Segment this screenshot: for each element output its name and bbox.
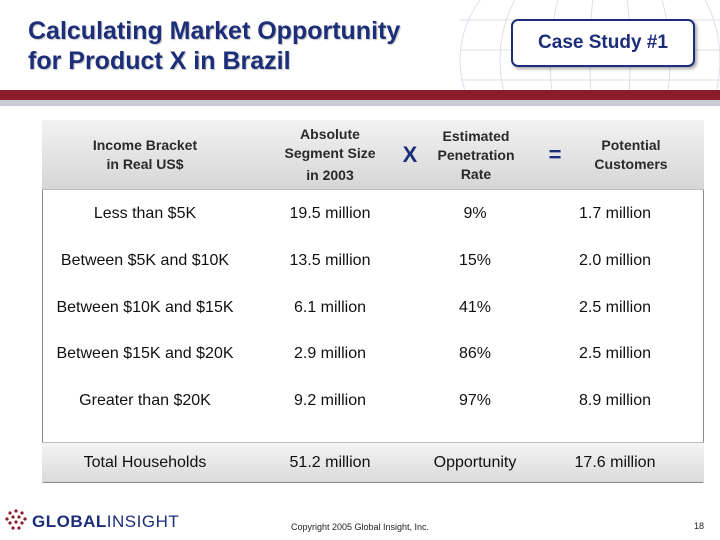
table-row: Less than $5K 19.5 million 9% 1.7 millio… — [42, 191, 704, 237]
column-header-line: Penetration — [437, 146, 515, 163]
column-header-line: Estimated — [442, 127, 510, 144]
page-title: Calculating Market Opportunity for Produ… — [28, 16, 468, 76]
page-number: 18 — [693, 521, 704, 531]
column-header-line: in Real US$ — [106, 156, 184, 172]
potential-customers-cell: 2.5 million — [578, 299, 652, 316]
title-line-2: for Product X in Brazil — [28, 47, 291, 75]
global-insight-logo: GLOBALINSIGHT — [4, 508, 179, 536]
accent-bar — [0, 90, 720, 100]
potential-customers-cell: 2.0 million — [578, 252, 652, 269]
income-bracket-cell: Less than $5K — [93, 205, 197, 222]
table-row: Between $15K and $20K 2.9 million 86% 2.… — [42, 331, 704, 377]
multiply-operator: X — [402, 142, 418, 167]
segment-size-cell: 6.1 million — [293, 299, 367, 316]
penetration-rate-cell: 41% — [458, 299, 492, 316]
column-header-potential-customers: Potential Customers — [566, 120, 696, 190]
column-header-line: Segment Size — [284, 145, 376, 161]
column-header-line: in 2003 — [306, 167, 354, 183]
income-bracket-cell: Between $10K and $15K — [56, 299, 234, 316]
column-header-penetration-rate: Estimated Penetration Rate — [420, 120, 532, 190]
equals-operator: = — [548, 142, 562, 167]
penetration-rate-cell: 15% — [458, 252, 492, 269]
globe-dots-icon — [4, 508, 28, 537]
table-header-row: Income Bracket in Real US$ Absolute Segm… — [42, 120, 704, 190]
total-label-cell: Total Households — [83, 454, 207, 471]
column-header-income-bracket: Income Bracket in Real US$ — [60, 120, 230, 190]
potential-customers-cell: 2.5 million — [578, 345, 652, 362]
table-row: Between $10K and $15K 6.1 million 41% 2.… — [42, 285, 704, 331]
segment-size-cell: 9.2 million — [293, 392, 367, 409]
income-bracket-cell: Greater than $20K — [79, 392, 211, 409]
segment-size-cell: 19.5 million — [289, 205, 371, 222]
penetration-rate-cell: 9% — [463, 205, 487, 222]
case-study-badge: Case Study #1 — [511, 19, 695, 67]
logo-wordmark: GLOBALINSIGHT — [32, 512, 179, 532]
divider-line — [0, 100, 720, 106]
column-header-line: Potential — [601, 137, 661, 153]
opportunity-label-cell: Opportunity — [433, 454, 517, 471]
total-customers-cell: 17.6 million — [574, 454, 656, 471]
logo-insight-text: INSIGHT — [106, 512, 180, 531]
column-header-line: Income Bracket — [92, 137, 198, 153]
logo-global-text: GLOBAL — [32, 512, 107, 531]
total-segment-cell: 51.2 million — [289, 454, 371, 471]
income-bracket-cell: Between $5K and $10K — [60, 252, 230, 269]
column-header-line: Customers — [594, 156, 668, 172]
title-line-1: Calculating Market Opportunity — [28, 17, 401, 45]
column-header-segment-size: Absolute Segment Size in 2003 — [264, 120, 396, 190]
potential-customers-cell: 1.7 million — [578, 205, 652, 222]
table-row: Between $5K and $10K 13.5 million 15% 2.… — [42, 238, 704, 284]
penetration-rate-cell: 97% — [458, 392, 492, 409]
potential-customers-cell: 8.9 million — [578, 392, 652, 409]
column-header-line: Absolute — [300, 126, 360, 142]
column-header-line: Rate — [460, 165, 492, 182]
penetration-rate-cell: 86% — [458, 345, 492, 362]
segment-size-cell: 13.5 million — [289, 252, 371, 269]
table-row: Greater than $20K 9.2 million 97% 8.9 mi… — [42, 378, 704, 424]
copyright-text: Copyright 2005 Global Insight, Inc. — [290, 522, 430, 532]
segment-size-cell: 2.9 million — [293, 345, 367, 362]
table-total-row: Total Households 51.2 million Opportunit… — [42, 442, 704, 482]
income-bracket-cell: Between $15K and $20K — [56, 345, 234, 362]
